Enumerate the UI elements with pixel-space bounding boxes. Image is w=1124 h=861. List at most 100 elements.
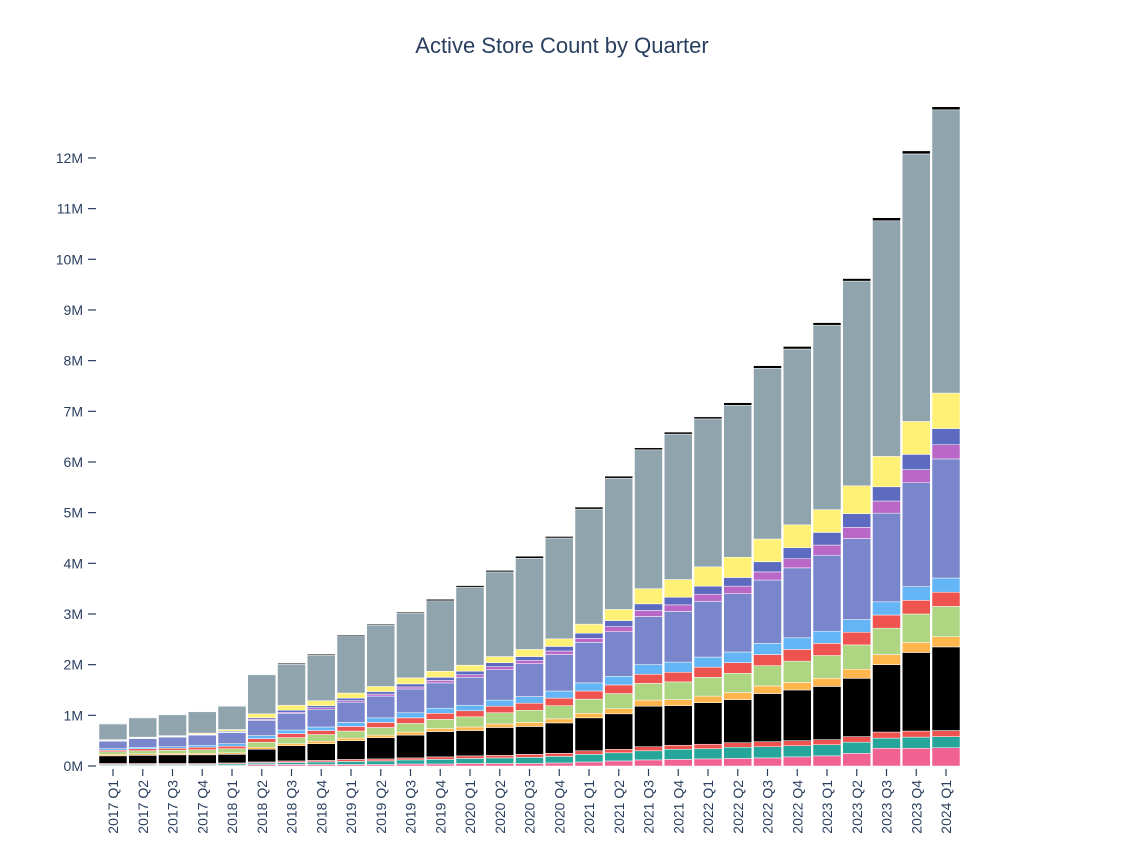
bar-stack — [931, 106, 961, 767]
bar-segment-3 — [426, 731, 455, 758]
bar-segment-7 — [217, 743, 247, 747]
bar-segment-1 — [931, 736, 961, 749]
bar-segment-3 — [396, 734, 425, 759]
bar-stack — [455, 585, 485, 767]
bar-segment-7 — [842, 619, 871, 633]
bar-segment-9 — [783, 558, 812, 569]
bar-segment-4 — [277, 743, 306, 746]
bar-segment-10 — [396, 683, 425, 688]
bar-segment-6 — [753, 654, 782, 666]
bar-segment-10 — [366, 691, 395, 695]
bar-segment-12 — [455, 586, 485, 666]
bar-segment-10 — [842, 513, 871, 528]
bar-segment-12 — [98, 723, 128, 740]
bar-segment-12 — [931, 109, 961, 394]
bar-segment-10 — [783, 547, 812, 560]
bar-segment-13 — [217, 705, 247, 707]
bar-segment-10 — [426, 677, 455, 681]
bar-segment-7 — [574, 682, 604, 692]
bar-segment-7 — [515, 696, 544, 704]
bar-segment-5 — [366, 727, 395, 736]
bar-segment-1 — [634, 750, 663, 761]
bar-segment-5 — [931, 606, 961, 638]
bar-segment-6 — [693, 666, 723, 678]
bar-segment-11 — [842, 485, 871, 514]
bar-segment-8 — [277, 713, 306, 731]
bar-segment-12 — [336, 635, 366, 694]
y-tick-label: 11M — [57, 201, 83, 217]
bar-segment-1 — [753, 746, 782, 759]
bar-segment-10 — [753, 561, 782, 573]
bar-segment-12 — [307, 654, 336, 701]
bar-stack — [753, 365, 782, 767]
bar-segment-1 — [455, 758, 485, 764]
bar-segment-7 — [664, 661, 693, 673]
bar-segment-6 — [515, 702, 544, 711]
bar-segment-13 — [545, 536, 574, 539]
bar-segment-11 — [604, 609, 633, 621]
bar-segment-8 — [545, 654, 574, 692]
bar-segment-2 — [545, 753, 574, 757]
bar-segment-13 — [693, 416, 723, 420]
bar-segment-3 — [574, 717, 604, 752]
y-tick-label: 5M — [64, 505, 83, 521]
bar-segment-4 — [247, 747, 276, 750]
bar-segment-1 — [485, 757, 514, 764]
bar-segment-4 — [693, 695, 723, 703]
bar-segment-11 — [753, 538, 782, 563]
bar-segment-0 — [931, 747, 961, 767]
bar-segment-13 — [336, 634, 366, 637]
bar-segment-2 — [426, 756, 455, 760]
bar-segment-0 — [455, 763, 485, 767]
bar-segment-13 — [158, 714, 187, 716]
bar-segment-1 — [842, 741, 871, 754]
bar-segment-10 — [455, 670, 485, 676]
bar-segment-0 — [723, 758, 752, 767]
bar-segment-7 — [723, 651, 752, 663]
bar-segment-8 — [604, 631, 633, 677]
bar-segment-4 — [812, 678, 842, 687]
bar-segment-3 — [366, 737, 395, 760]
bar-segment-1 — [783, 745, 812, 758]
bar-segment-6 — [247, 738, 276, 743]
bar-segment-7 — [277, 729, 306, 734]
bar-segment-3 — [783, 689, 812, 741]
bar-segment-6 — [277, 733, 306, 738]
bar-segment-3 — [931, 646, 961, 731]
bar-segment-13 — [574, 506, 604, 510]
bar-stack — [842, 278, 871, 767]
x-tick-label: 2019 Q3 — [403, 780, 419, 834]
bar-segment-8 — [307, 708, 336, 728]
x-tick-label: 2018 Q3 — [284, 780, 300, 834]
bar-stack — [396, 611, 425, 767]
bar-segment-7 — [307, 726, 336, 731]
bar-segment-6 — [812, 643, 842, 656]
bar-segment-5 — [336, 730, 366, 739]
bar-segment-0 — [426, 763, 455, 767]
bar-segment-3 — [277, 745, 306, 762]
bar-segment-2 — [723, 742, 752, 748]
bar-segment-13 — [634, 447, 663, 451]
bar-segment-2 — [842, 736, 871, 743]
bar-segment-6 — [128, 748, 157, 752]
bar-segment-3 — [455, 730, 485, 757]
bar-segment-3 — [188, 754, 217, 764]
bar-segment-1 — [604, 752, 633, 762]
y-tick-label: 12M — [56, 150, 83, 166]
x-axis: 2017 Q1 2017 Q2 2017 Q3 2017 Q4 2018 Q1 2018 … — [105, 769, 954, 834]
bar-segment-2 — [753, 741, 782, 747]
bar-segment-7 — [485, 699, 514, 707]
bar-segment-8 — [426, 682, 455, 709]
bar-segment-11 — [485, 656, 514, 663]
bar-segment-5 — [188, 749, 217, 754]
bar-segment-10 — [634, 603, 663, 611]
bar-segment-13 — [455, 585, 485, 588]
x-tick-label: 2021 Q1 — [581, 780, 597, 834]
bar-segment-1 — [307, 761, 336, 765]
bar-segment-5 — [247, 741, 276, 748]
bar-segment-8 — [515, 663, 544, 697]
bar-segment-0 — [574, 761, 604, 767]
bar-segment-9 — [693, 593, 723, 602]
bar-segment-5 — [217, 748, 247, 754]
bar-segment-8 — [723, 593, 752, 653]
